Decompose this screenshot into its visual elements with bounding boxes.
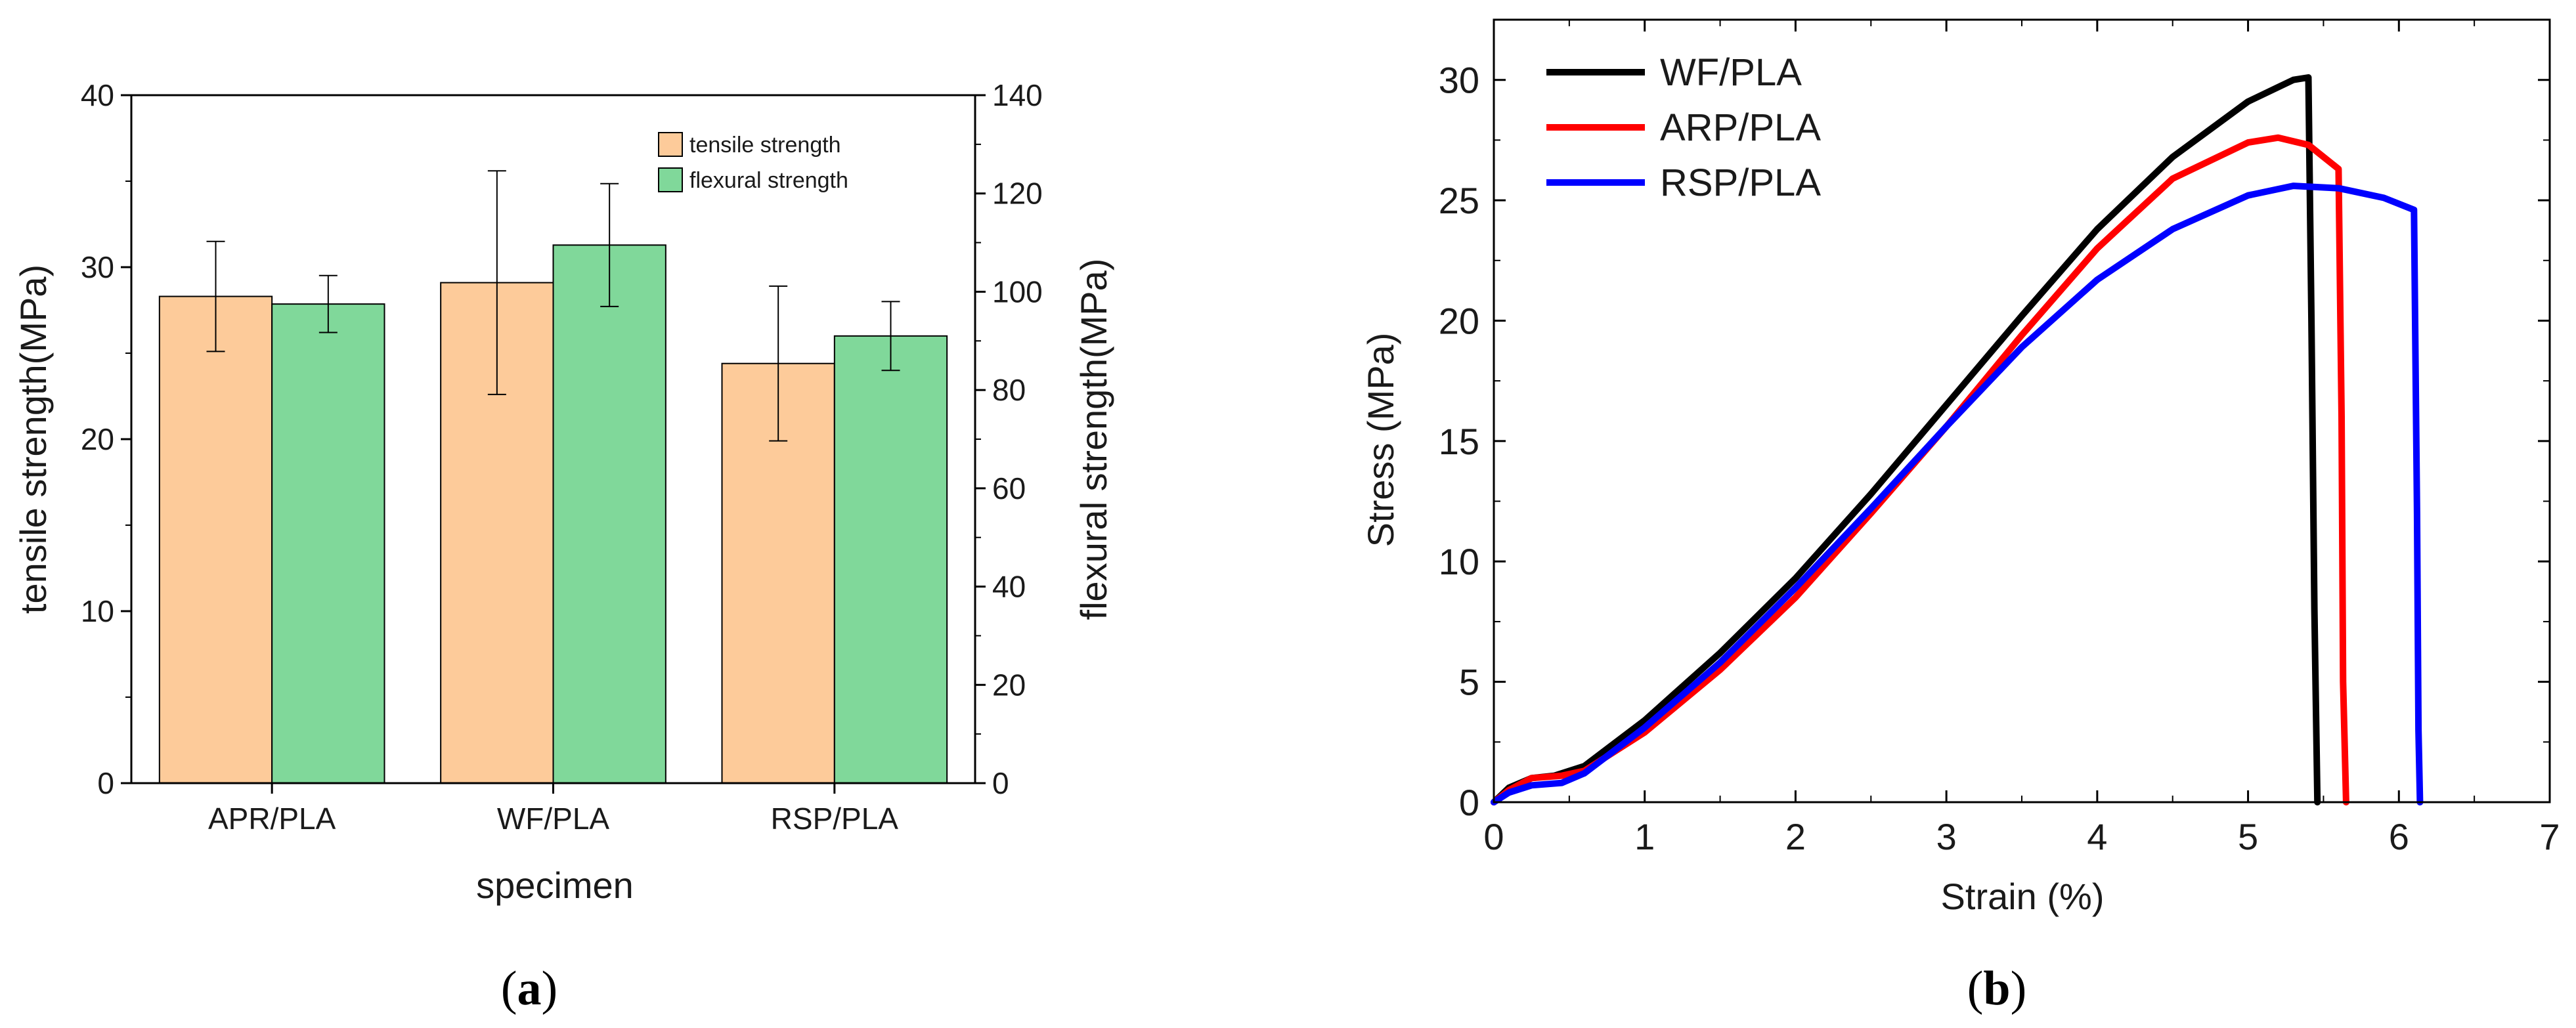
legend-label-tensile: tensile strength	[689, 133, 841, 158]
bar-flexural-strength-apr-pla	[271, 303, 385, 784]
x-tick-label-2: 2	[1785, 816, 1806, 857]
panel-b-legend: WF/PLA ARP/PLA RSP/PLA	[1546, 51, 1821, 204]
series-line-arp-pla	[1491, 134, 2349, 805]
x-tick-label-6: 6	[2389, 816, 2409, 857]
legend-label-wf-pla: WF/PLA	[1660, 51, 1802, 94]
legend-swatch-flexural	[658, 167, 683, 192]
y-tick-label-0: 0	[1459, 782, 1479, 823]
panel-b-caption-letter: b	[1983, 962, 2010, 1016]
x-tick-label-0: 0	[1483, 816, 1504, 857]
panel-b-x-axis-label: Strain (%)	[1941, 876, 2105, 917]
panel-b-x-axis: 0 1 2 3 4 5 6 7	[1483, 20, 2560, 857]
panel-a-x-axis-label: specimen	[476, 865, 634, 906]
right-tick-label-40: 40	[992, 570, 1026, 604]
right-tick-label-80: 80	[992, 373, 1026, 407]
panel-b-caption: (b)	[1967, 962, 2026, 1016]
y-tick-label-5: 5	[1459, 662, 1479, 703]
legend-label-flexural: flexural strength	[689, 168, 848, 193]
y-tick-label-20: 20	[1439, 300, 1479, 341]
panel-a-legend: tensile strength flexural strength	[658, 132, 848, 193]
x-tick-label-rsp-pla: RSP/PLA	[771, 802, 899, 836]
right-tick-label-120: 120	[992, 177, 1043, 211]
left-tick-label-40: 40	[81, 78, 114, 112]
series-line-rsp-pla	[1491, 182, 2424, 805]
panel-a-left-axis-label: tensile strength(MPa)	[12, 265, 54, 614]
panel-b-y-axis-label: Stress (MPa)	[1360, 333, 1401, 547]
right-tick-label-140: 140	[992, 78, 1043, 112]
left-tick-label-0: 0	[97, 766, 114, 800]
right-tick-label-100: 100	[992, 274, 1043, 309]
right-tick-label-20: 20	[992, 668, 1026, 702]
legend-swatch-tensile	[658, 132, 683, 157]
x-tick-label-apr-pla: APR/PLA	[208, 802, 336, 836]
panel-a-x-axis: APR/PLA WF/PLA RSP/PLA	[208, 783, 898, 836]
bar-tensile-strength-apr-pla	[158, 295, 273, 784]
y-tick-label-10: 10	[1439, 541, 1479, 582]
left-tick-label-20: 20	[81, 422, 114, 456]
panel-a-bars	[158, 244, 948, 784]
y-tick-label-30: 30	[1439, 60, 1479, 101]
y-tick-label-15: 15	[1439, 421, 1479, 462]
bar-flexural-strength-wf-pla	[552, 244, 666, 784]
right-tick-label-60: 60	[992, 471, 1026, 505]
legend-label-arp-pla: ARP/PLA	[1660, 106, 1821, 149]
panel-a-caption: (a)	[501, 962, 557, 1016]
left-tick-label-30: 30	[81, 250, 114, 284]
x-tick-label-1: 1	[1634, 816, 1655, 857]
panel-b-line-chart: 0 1 2 3 4 5 6 7 0 5 10 15 20 25 30 Strain (%) Stress …	[1360, 18, 2560, 1016]
right-tick-label-0: 0	[992, 766, 1009, 800]
bar-flexural-strength-rsp-pla	[833, 335, 948, 784]
panel-a-left-axis: 0 10 20 30 40	[81, 78, 131, 800]
x-tick-label-7: 7	[2539, 816, 2560, 857]
panel-a-right-axis: 0 20 40 60 80 100 120 140	[975, 78, 1043, 800]
legend-label-rsp-pla: RSP/PLA	[1660, 161, 1821, 204]
panel-a-caption-letter: a	[517, 962, 542, 1016]
x-tick-label-4: 4	[2087, 816, 2107, 857]
x-tick-label-3: 3	[1936, 816, 1957, 857]
x-tick-label-5: 5	[2238, 816, 2258, 857]
panel-b-series-lines	[1491, 74, 2424, 805]
panel-a-right-axis-label: flexural strength(MPa)	[1073, 259, 1114, 620]
panel-a-bar-chart: 0 10 20 30 40 0 20 40 60 80 100 120 140 APR/PLA WF/P…	[12, 78, 1114, 1016]
x-tick-label-wf-pla: WF/PLA	[497, 802, 610, 836]
panel-a-error-bars	[206, 170, 900, 442]
panel-b-y-axis: 0 5 10 15 20 25 30	[1439, 60, 2550, 823]
left-tick-label-10: 10	[81, 594, 114, 628]
y-tick-label-25: 25	[1439, 180, 1479, 221]
